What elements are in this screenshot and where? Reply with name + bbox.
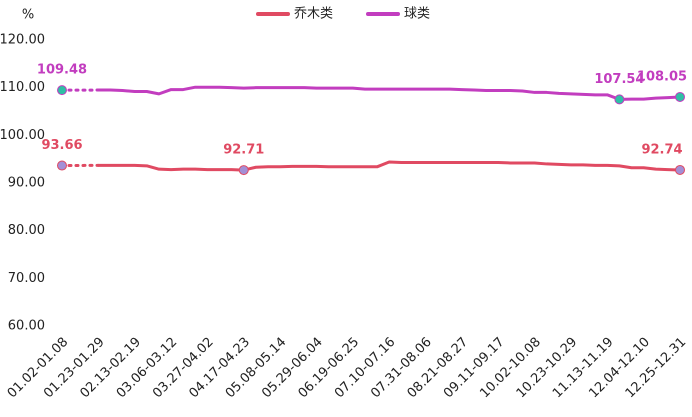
series-line	[98, 160, 681, 172]
value-label: 109.48	[37, 63, 87, 78]
y-tick-label: 110.00	[0, 80, 45, 95]
point-marker	[57, 160, 67, 171]
legend-label: 乔木类	[294, 7, 333, 22]
point-marker	[614, 94, 625, 105]
value-label: 92.74	[641, 142, 682, 157]
value-label: 107.54	[594, 72, 644, 87]
y-tick-label: 100.00	[0, 128, 45, 143]
y-tick-label: 120.00	[0, 33, 45, 48]
point-marker	[675, 91, 685, 102]
value-label: 108.05	[637, 69, 687, 84]
point-marker	[238, 165, 249, 176]
legend-label: 球类	[404, 7, 430, 22]
value-label: 93.66	[41, 138, 82, 153]
y-axis-label: %	[22, 8, 34, 23]
point-marker	[57, 85, 67, 96]
y-tick-label: 90.00	[8, 176, 45, 191]
y-tick-label: 80.00	[8, 223, 45, 238]
y-tick-label: 60.00	[8, 319, 45, 334]
series-line	[98, 85, 681, 101]
point-marker	[675, 164, 685, 175]
value-label: 92.71	[223, 143, 264, 158]
y-tick-label: 70.00	[8, 271, 45, 286]
